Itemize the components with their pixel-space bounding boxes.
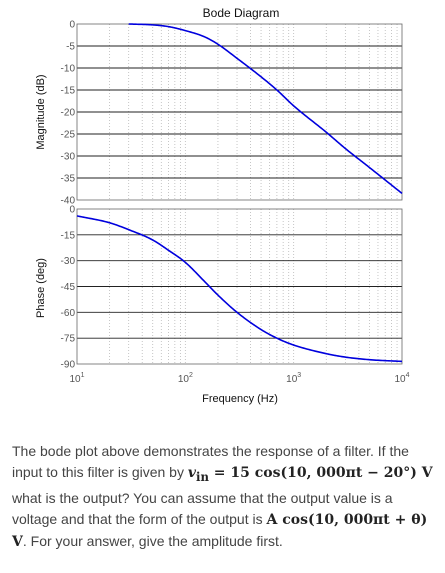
y-tick-label: -45 [61, 282, 76, 293]
question-line-1: The bode plot above demonstrates the res… [12, 443, 409, 480]
question-line-2: what is the output? You can assume that … [12, 489, 393, 527]
y-tick-label: -30 [61, 152, 76, 163]
plot-frame [76, 23, 403, 201]
question-text: The bode plot above demonstrates the res… [12, 441, 437, 553]
y-tick-label: -15 [61, 86, 76, 97]
bode-chart: Bode Diagram 0 -5 -10 -15 -20 -25 -30 -35 -40 0 -… [35, 6, 410, 405]
y-tick-label: -40 [61, 196, 76, 207]
magnitude-panel: 0 -5 -10 -15 -20 -25 -30 -35 -40 [61, 20, 403, 207]
y-tick-label: -15 [61, 230, 76, 241]
y-tick-label: -35 [61, 174, 76, 185]
x-tick-label: 104 [394, 372, 409, 385]
input-variable: v [187, 465, 197, 481]
phase-curve [76, 215, 403, 363]
input-equation-rhs: = 15 cos(10, 000πt − 20°) V [208, 465, 433, 481]
y-tick-label: -25 [61, 130, 76, 141]
magnitude-axis-label: Magnitude (dB) [35, 74, 47, 149]
plot-frame [76, 208, 403, 365]
phase-panel: 0 -15 -30 -45 -60 -75 -90 [61, 205, 403, 371]
frequency-axis-label: Frequency (Hz) [202, 393, 278, 405]
y-tick-label: -30 [61, 256, 76, 267]
y-tick-label: -75 [61, 334, 76, 345]
frequency-ticks: 101 102 103 104 [69, 372, 409, 385]
magnitude-curve [128, 23, 403, 195]
y-tick-label: -5 [66, 42, 75, 53]
y-tick-label: -10 [61, 64, 76, 75]
input-equation: vin = 15 cos(10, 000πt − 20°) V [187, 465, 433, 484]
y-tick-label: 0 [69, 205, 75, 216]
x-tick-label: 103 [286, 372, 301, 385]
output-equation: A cos(10, 000πt + θ) V [12, 511, 428, 550]
y-tick-label: -90 [61, 360, 76, 371]
chart-title: Bode Diagram [203, 6, 280, 20]
y-tick-label: -20 [61, 108, 76, 119]
y-tick-label: 0 [69, 20, 75, 31]
y-tick-label: -60 [61, 308, 76, 319]
question-line-3: . For your answer, give the amplitude fi… [22, 532, 283, 549]
x-tick-label: 102 [178, 372, 193, 385]
phase-axis-label: Phase (deg) [35, 258, 47, 318]
input-subscript: in [196, 469, 209, 484]
x-tick-label: 101 [69, 372, 84, 385]
